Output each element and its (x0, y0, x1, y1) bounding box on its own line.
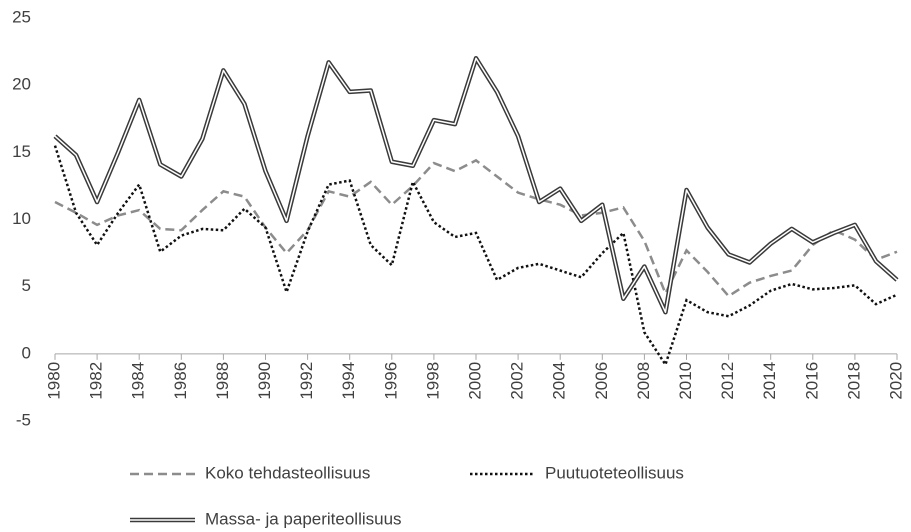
series-line (53, 56, 899, 315)
x-tick-label: 2016 (802, 362, 821, 400)
x-tick-label: 1998 (423, 362, 442, 400)
x-tick-label: 2018 (844, 362, 863, 400)
x-tick-label: 2004 (550, 362, 569, 400)
x-tick-label: 1990 (255, 362, 274, 400)
x-tick-label: 2002 (508, 362, 527, 400)
series-line (53, 145, 898, 368)
x-tick-label: 2010 (676, 362, 695, 400)
x-tick-label: 2008 (634, 362, 653, 400)
x-tick-label: 1982 (87, 362, 106, 400)
x-tick-label: 1980 (44, 362, 63, 400)
y-tick-label: 5 (22, 276, 31, 295)
x-tick-label: 2020 (886, 362, 905, 400)
x-tick-label: 1992 (297, 362, 316, 400)
series-line-inner (54, 57, 898, 313)
x-tick-label: 1994 (339, 362, 358, 400)
x-tick-label: 1984 (129, 362, 148, 400)
y-tick-label: 0 (22, 343, 31, 362)
legend-label: Koko tehdasteollisuus (205, 463, 370, 482)
y-tick-label: -5 (16, 410, 31, 429)
y-tick-label: 15 (12, 142, 31, 161)
legend-label: Puutuoteteollisuus (545, 463, 684, 482)
x-tick-label: 2000 (465, 362, 484, 400)
legend-label: Massa- ja paperiteollisuus (205, 509, 402, 528)
y-tick-label: 20 (12, 75, 31, 94)
x-tick-label: 2006 (592, 362, 611, 400)
x-tick-label: 1996 (381, 362, 400, 400)
x-tick-label: 1988 (213, 362, 232, 400)
x-tick-label: 2014 (760, 362, 779, 400)
series-line (54, 158, 898, 298)
y-tick-label: 10 (12, 209, 31, 228)
y-tick-label: 25 (12, 7, 31, 26)
x-tick-label: 1986 (171, 362, 190, 400)
x-tick-label: 2012 (718, 362, 737, 400)
